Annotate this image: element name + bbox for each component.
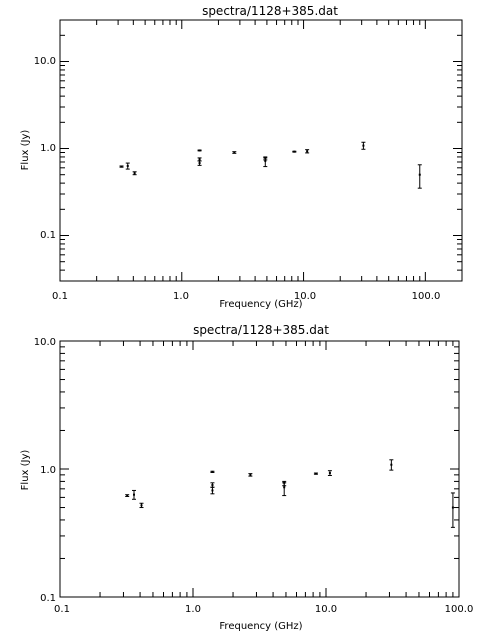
data-marker [362, 144, 365, 147]
chart-bottom-x-tick-label: 10.0 [315, 604, 337, 615]
chart-top-data-point [292, 150, 297, 153]
chart-top-data-point [132, 171, 137, 176]
chart-top-y-tick-label: 10.0 [34, 56, 56, 67]
chart-top-data-point [361, 141, 366, 150]
data-marker [328, 472, 331, 475]
chart-bottom-data-point [327, 470, 332, 476]
chart-top-data-point [263, 157, 268, 168]
data-marker [198, 158, 201, 161]
chart-bottom-data-point [248, 473, 253, 477]
data-marker [120, 165, 123, 168]
chart-bottom-y-tick-label: 10.0 [34, 337, 56, 348]
chart-bottom-y-tick-labels: 0.1 1.0 10.0 [34, 337, 56, 604]
data-marker [264, 159, 267, 162]
data-marker [211, 470, 214, 473]
chart-bottom-y-axis-label: Flux (Jy) [20, 450, 31, 491]
data-marker [140, 504, 143, 507]
data-marker [132, 493, 135, 496]
chart-bottom-data-point [389, 459, 394, 471]
chart-bottom-data-point [210, 470, 215, 473]
data-marker [233, 151, 236, 154]
chart-top: spectra/1128+385.dat 0.1 1.0 10.0 100.0 … [20, 4, 463, 310]
data-marker [133, 172, 136, 175]
chart-top-data-point [125, 162, 130, 170]
chart-top-data-point [197, 160, 202, 166]
data-marker [293, 150, 296, 153]
chart-bottom-data-point [210, 482, 215, 488]
chart-bottom-x-tick-labels: 0.1 1.0 10.0 100.0 [54, 604, 473, 615]
chart-bottom-y-tick-label: 1.0 [40, 465, 56, 476]
data-marker [314, 472, 317, 475]
chart-bottom-data-point [210, 486, 215, 495]
chart-top-data-point [232, 151, 237, 154]
chart-top-data-points [119, 141, 422, 189]
chart-bottom-x-axis-label: Frequency (GHz) [219, 621, 302, 632]
chart-top-y-axis-label: Flux (Jy) [20, 130, 31, 171]
chart-bottom-y-tick-label: 0.1 [40, 593, 56, 604]
chart-bottom-data-point [125, 494, 130, 497]
data-marker [306, 150, 309, 153]
data-marker [390, 463, 393, 466]
chart-top-title: spectra/1128+385.dat [202, 4, 338, 18]
chart-top-data-point [197, 149, 202, 152]
chart-bottom-title: spectra/1128+385.dat [193, 323, 329, 337]
chart-bottom-axis-ticks [59, 340, 460, 598]
chart-top-x-tick-labels: 0.1 1.0 10.0 100.0 [52, 291, 440, 302]
data-marker [198, 149, 201, 152]
data-marker [249, 473, 252, 476]
chart-bottom-frame [59, 340, 460, 598]
chart-top-y-tick-label: 1.0 [40, 143, 56, 154]
chart-top-data-point [417, 164, 422, 189]
chart-top-x-tick-label: 100.0 [412, 291, 441, 302]
chart-top-y-tick-labels: 0.1 1.0 10.0 [34, 56, 56, 241]
data-marker [198, 162, 201, 165]
chart-bottom-data-point [131, 489, 136, 500]
chart-top-x-tick-label: 0.1 [52, 291, 68, 302]
data-marker [451, 506, 454, 509]
data-marker [211, 489, 214, 492]
chart-bottom-data-point [282, 482, 287, 497]
chart-top-data-point [119, 165, 124, 168]
chart-top-x-tick-label: 10.0 [294, 291, 316, 302]
data-marker [283, 486, 286, 489]
data-marker [211, 483, 214, 486]
data-marker [126, 494, 129, 497]
chart-bottom-data-point [450, 492, 455, 528]
chart-bottom-data-point [313, 472, 318, 475]
chart-bottom-x-tick-label: 0.1 [54, 604, 70, 615]
chart-top-x-tick-label: 1.0 [173, 291, 189, 302]
chart-bottom-x-tick-label: 1.0 [185, 604, 201, 615]
data-marker [418, 173, 421, 176]
chart-top-y-tick-label: 0.1 [40, 230, 56, 241]
chart-top-axis-ticks [59, 19, 463, 282]
chart-bottom-data-points [125, 459, 455, 528]
chart-bottom-data-point [139, 502, 144, 509]
chart-top-frame [59, 19, 463, 282]
chart-bottom-x-tick-label: 100.0 [445, 604, 474, 615]
data-marker [126, 164, 129, 167]
chart-top-x-axis-label: Frequency (GHz) [219, 299, 302, 310]
chart-bottom: spectra/1128+385.dat 0.1 1.0 10.0 100.0 … [20, 323, 473, 632]
chart-top-data-point [305, 149, 310, 154]
